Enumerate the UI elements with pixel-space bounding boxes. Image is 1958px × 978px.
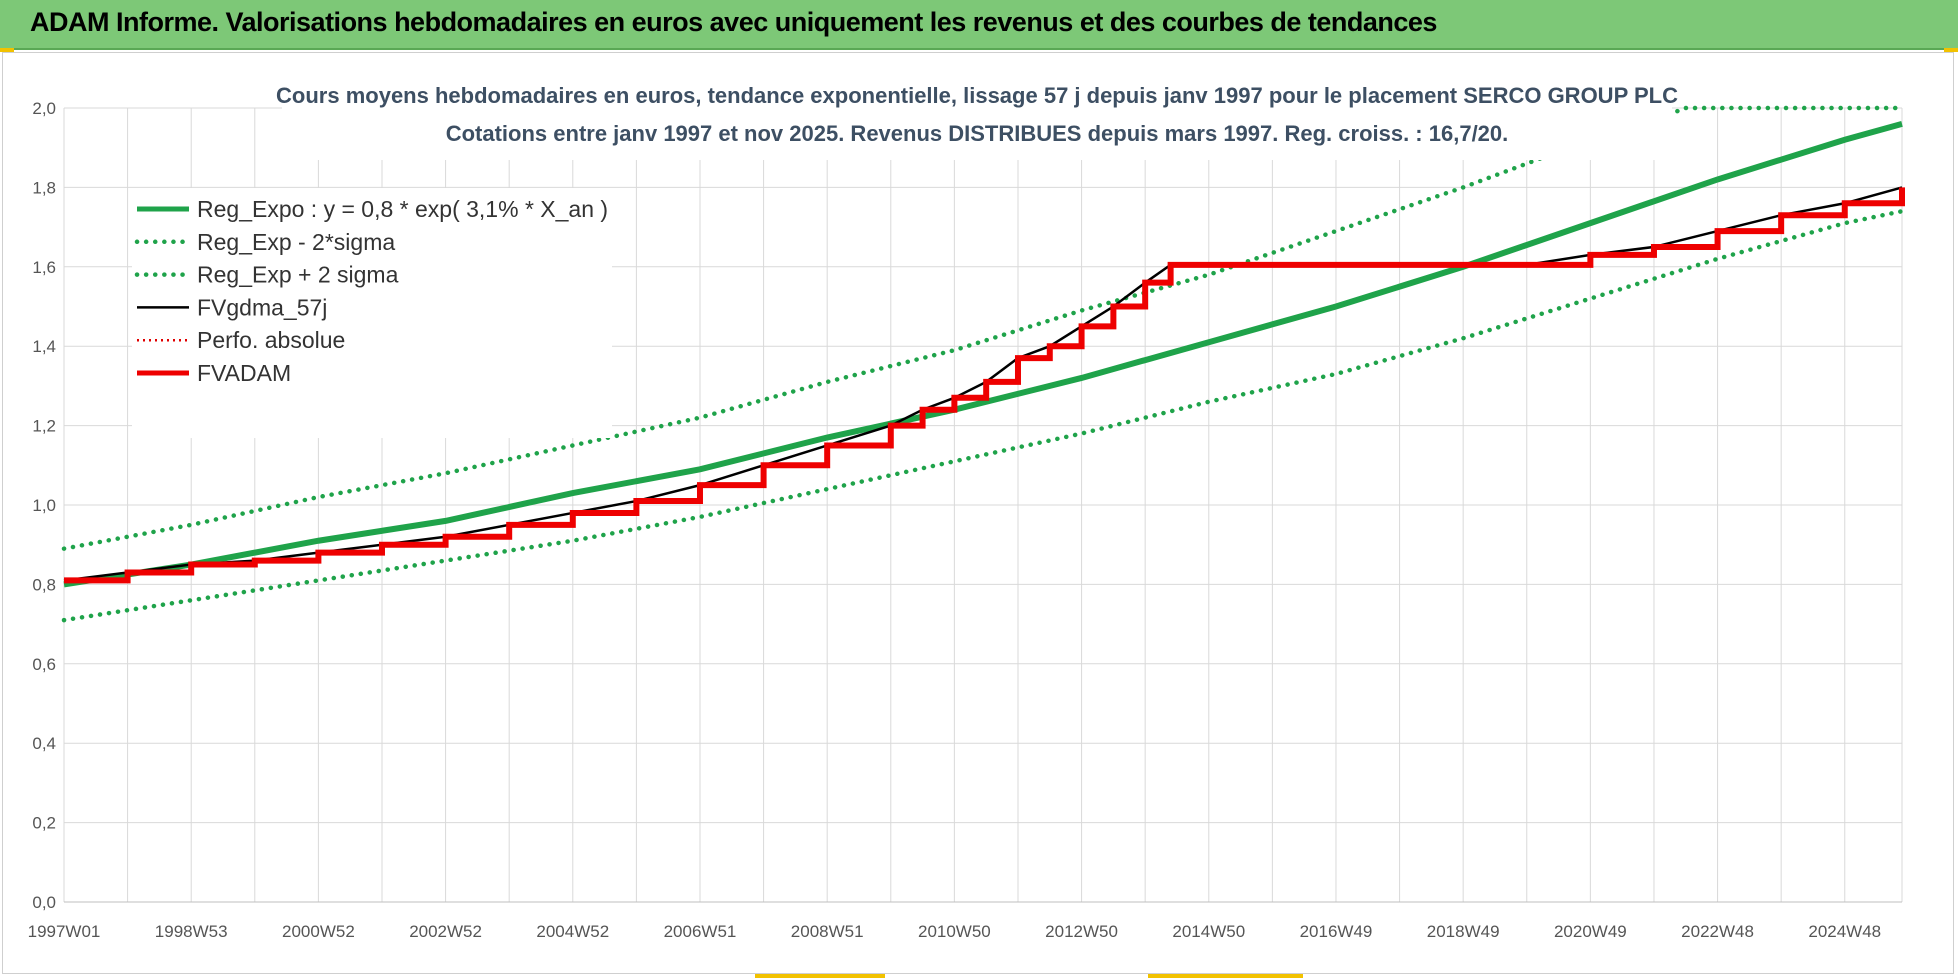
chart-title-line2: Cotations entre janv 1997 et nov 2025. R… <box>446 121 1509 146</box>
x-tick-label: 2018W49 <box>1427 922 1500 941</box>
chart-title: Cours moyens hebdomadaires en euros, ten… <box>276 74 1678 160</box>
y-tick-label: 1,6 <box>32 258 56 277</box>
x-tick-label: 2016W49 <box>1300 922 1373 941</box>
y-tick-label: 1,8 <box>32 178 56 197</box>
y-tick-label: 1,2 <box>32 417 56 436</box>
legend-label-reg-exp-plus: Reg_Exp + 2 sigma <box>197 262 399 288</box>
y-tick-label: 0,2 <box>32 814 56 833</box>
legend-label-reg-expo: Reg_Expo : y = 0,8 * exp( 3,1% * X_an ) <box>197 196 608 222</box>
x-tick-label: 2014W50 <box>1172 922 1245 941</box>
y-tick-label: 0,0 <box>32 893 56 912</box>
x-tick-label: 2000W52 <box>282 922 355 941</box>
series-reg-exp-minus-line <box>61 208 1905 623</box>
x-tick-label: 2008W51 <box>791 922 864 941</box>
legend-label-perfo: Perfo. absolue <box>197 327 345 353</box>
legend-label-fvadam: FVADAM <box>197 360 291 386</box>
chart-frame <box>2 52 1954 974</box>
x-tick-label: 2006W51 <box>664 922 737 941</box>
bottom-mark-1 <box>755 974 885 978</box>
legend-background <box>132 188 612 438</box>
y-tick-label: 0,4 <box>32 734 56 753</box>
legend: Reg_Expo : y = 0,8 * exp( 3,1% * X_an ) R… <box>132 188 612 438</box>
x-tick-label: 2002W52 <box>409 922 482 941</box>
x-tick-label: 1998W53 <box>155 922 228 941</box>
corner-mark-left <box>0 48 14 52</box>
x-tick-label: 2022W48 <box>1681 922 1754 941</box>
axes: 0,0 0,2 0,4 0,6 0,8 1,0 1,2 1,4 1,6 1,8 2,0 1997W01… <box>28 99 1902 941</box>
x-tick-label: 2020W49 <box>1554 922 1627 941</box>
y-tick-label: 0,6 <box>32 655 56 674</box>
series-reg-expo-line <box>63 120 1903 588</box>
legend-label-reg-exp-minus: Reg_Exp - 2*sigma <box>197 229 395 255</box>
y-tick-label: 1,4 <box>32 337 56 356</box>
x-tick-label: 2010W50 <box>918 922 991 941</box>
x-tick-label: 1997W01 <box>28 922 101 941</box>
title-bar: ADAM Informe. Valorisations hebdomadaire… <box>0 0 1958 50</box>
y-tick-label: 1,0 <box>32 496 56 515</box>
x-tick-label: 2004W52 <box>536 922 609 941</box>
x-tick-label: 2024W48 <box>1808 922 1881 941</box>
chart-title-line1: Cours moyens hebdomadaires en euros, ten… <box>276 83 1678 108</box>
series-layer <box>61 105 1905 623</box>
page-title: ADAM Informe. Valorisations hebdomadaire… <box>30 7 1437 37</box>
x-tick-label: 2012W50 <box>1045 922 1118 941</box>
legend-label-fvgdma: FVgdma_57j <box>197 294 327 320</box>
chart-title-background <box>282 74 1672 160</box>
y-tick-label: 2,0 <box>32 99 56 118</box>
y-tick-label: 0,8 <box>32 575 56 594</box>
bottom-mark-2 <box>1148 974 1303 978</box>
series-fvadam-line <box>64 187 1905 584</box>
corner-mark-right <box>1944 48 1958 52</box>
